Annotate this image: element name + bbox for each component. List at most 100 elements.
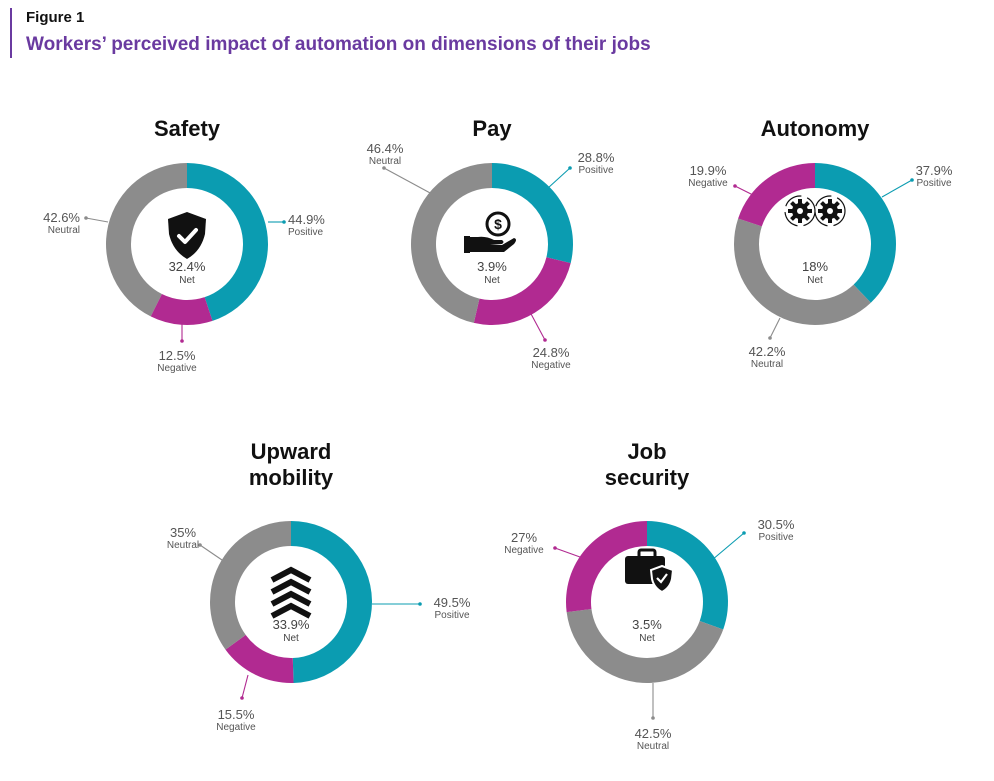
slice-positive (187, 163, 268, 321)
leader-line (554, 547, 581, 558)
chart-title: security (605, 465, 690, 490)
slice-value-label: 12.5% (159, 348, 196, 363)
chevrons-up-icon (270, 566, 312, 619)
slice-category-label: Negative (688, 178, 728, 189)
net-value: 33.9% (273, 617, 310, 632)
slice-neutral (411, 163, 492, 323)
leader-line (199, 544, 223, 561)
slice-neutral (734, 218, 871, 325)
slice-value-label: 15.5% (218, 707, 255, 722)
slice-negative (150, 294, 213, 325)
slice-neutral (566, 609, 724, 683)
slice-negative (738, 163, 815, 227)
shield-check-icon (168, 212, 206, 259)
net-label: Net (484, 275, 500, 286)
leader-line (734, 185, 758, 198)
chart-title: Pay (472, 116, 512, 141)
leader-line (711, 532, 745, 561)
figure-header: Figure 1 Workers’ perceived impact of au… (10, 8, 651, 58)
donut-chart-safety: Safety 44.9%Positive 12.5%Negative 42.6%Neu… (43, 116, 325, 374)
leader-dot (382, 166, 386, 170)
slice-value-label: 46.4% (367, 141, 404, 156)
slice-value-label: 28.8% (578, 150, 615, 165)
net-value: 32.4% (169, 259, 206, 274)
leader-dot (240, 696, 244, 700)
briefcase-shield-icon (625, 548, 675, 594)
leader-line (383, 167, 433, 195)
net-label: Net (179, 275, 195, 286)
slice-positive (492, 163, 573, 264)
slice-category-label: Negative (504, 545, 544, 556)
slice-value-label: 42.5% (635, 726, 672, 741)
slice-category-label: Neutral (48, 225, 80, 236)
chart-title: Autonomy (761, 116, 871, 141)
slice-category-label: Positive (578, 165, 613, 176)
leader-line (547, 167, 571, 189)
slice-value-label: 30.5% (758, 517, 795, 532)
leader-line (769, 317, 781, 339)
slice-category-label: Positive (288, 227, 323, 238)
chart-title: Safety (154, 116, 221, 141)
leader-line (881, 179, 913, 198)
leader-line (241, 674, 249, 699)
net-label: Net (639, 633, 655, 644)
net-label: Net (807, 275, 823, 286)
slice-negative (473, 257, 571, 325)
leader-dot (553, 546, 557, 550)
leader-dot (910, 178, 914, 182)
slice-category-label: Neutral (751, 359, 783, 370)
chart-title: mobility (249, 465, 334, 490)
gears-icon (784, 195, 846, 227)
slice-category-label: Negative (157, 363, 197, 374)
donut-chart-job-security: Jobsecurity30.5%Positive42.5%Neutral27%N… (504, 439, 795, 752)
slice-value-label: 49.5% (434, 595, 471, 610)
leader-dot (282, 220, 286, 224)
leader-dot (180, 339, 184, 343)
leader-dot (742, 531, 746, 535)
slice-value-label: 35% (170, 525, 196, 540)
slice-category-label: Positive (434, 610, 469, 621)
leader-dot (198, 543, 202, 547)
figure-title: Workers’ perceived impact of automation … (26, 34, 651, 55)
slice-positive (647, 521, 728, 630)
slice-category-label: Positive (916, 178, 951, 189)
slice-category-label: Neutral (369, 156, 401, 167)
leader-dot (651, 716, 655, 720)
slice-neutral (210, 521, 291, 650)
slice-neutral (106, 163, 187, 317)
svg-text:$: $ (494, 216, 502, 232)
donut-chart-autonomy: Autonomy37.9%Positive42.2%Neutral19.9%Ne… (688, 116, 953, 370)
slice-category-label: Positive (758, 532, 793, 543)
leader-line (529, 311, 546, 341)
slice-value-label: 42.2% (749, 344, 786, 359)
slice-value-label: 44.9% (288, 212, 325, 227)
hand-money-icon: $ (464, 211, 516, 253)
leader-dot (568, 166, 572, 170)
net-value: 3.5% (632, 617, 662, 632)
slice-negative (225, 634, 294, 683)
slice-category-label: Negative (216, 722, 256, 733)
figure-label: Figure 1 (26, 9, 85, 26)
slice-positive (291, 521, 372, 683)
slice-positive (815, 163, 896, 303)
slice-value-label: 19.9% (690, 163, 727, 178)
slice-value-label: 27% (511, 530, 537, 545)
net-label: Net (283, 633, 299, 644)
leader-dot (543, 338, 547, 342)
chart-title: Upward (251, 439, 332, 464)
leader-dot (733, 184, 737, 188)
slice-value-label: 24.8% (533, 345, 570, 360)
slice-category-label: Neutral (637, 741, 669, 752)
leader-dot (768, 336, 772, 340)
slice-value-label: 37.9% (916, 163, 953, 178)
leader-dot (84, 216, 88, 220)
net-value: 18% (802, 259, 828, 274)
chart-title: Job (627, 439, 666, 464)
net-value: 3.9% (477, 259, 507, 274)
slice-category-label: Neutral (167, 540, 199, 551)
slice-value-label: 42.6% (43, 210, 80, 225)
slice-negative (566, 521, 647, 613)
slice-category-label: Negative (531, 360, 571, 371)
